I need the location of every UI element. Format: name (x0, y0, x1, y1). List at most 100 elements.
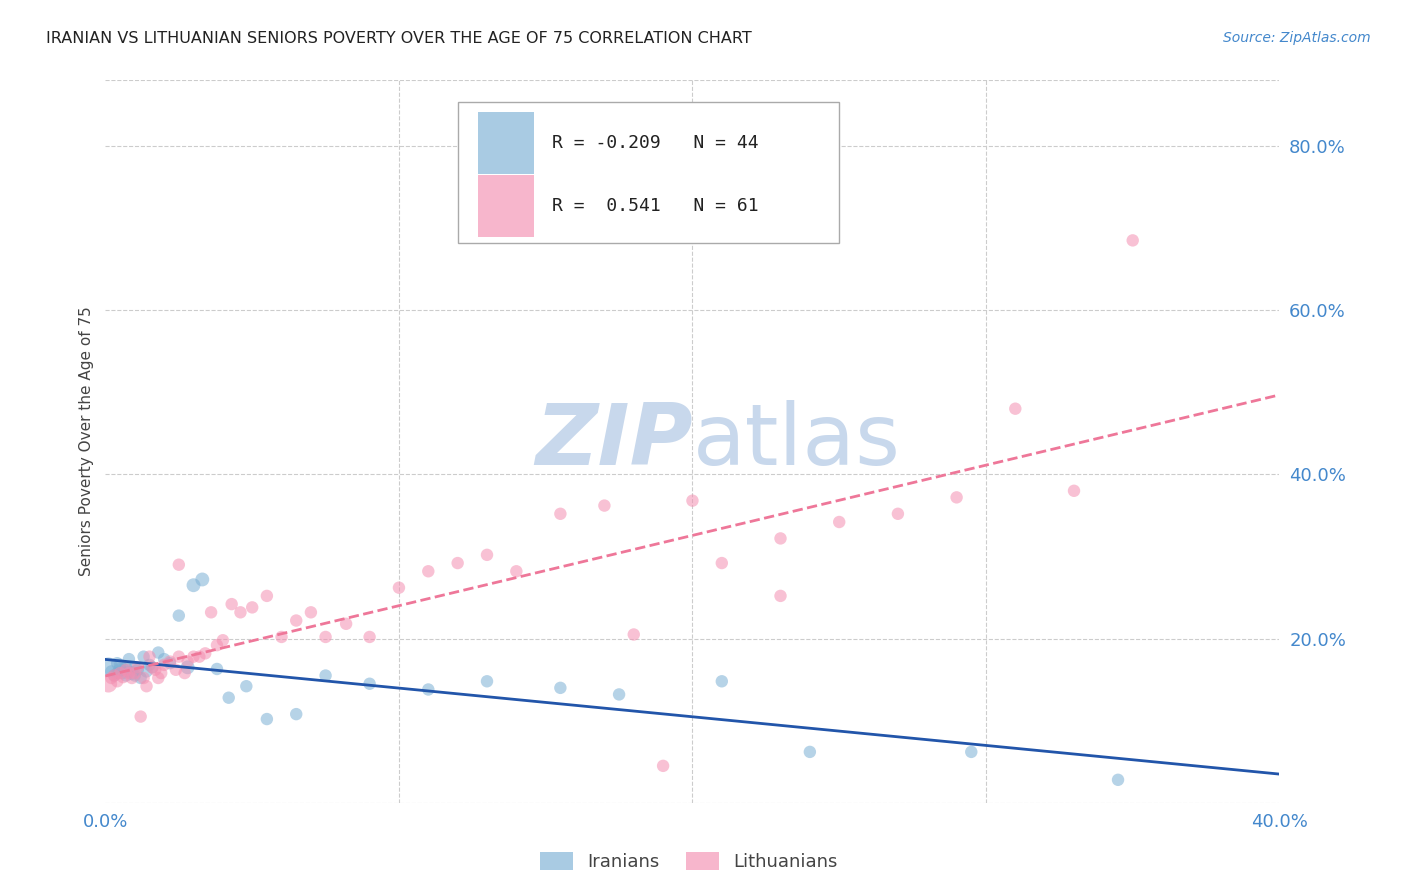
Text: ZIP: ZIP (534, 400, 692, 483)
Point (285, 614, 308, 628)
Point (299, 605, 322, 619)
Point (112, 666, 135, 681)
Point (129, 671, 152, 685)
Point (176, 655, 198, 669)
Point (205, 662, 228, 676)
Bar (478, 175, 534, 236)
Point (285, 707, 308, 722)
Point (945, 491, 967, 505)
Point (652, 759, 675, 773)
Point (221, 597, 243, 611)
Point (118, 666, 141, 681)
Point (112, 662, 135, 676)
Point (270, 630, 292, 644)
Point (159, 655, 181, 669)
Point (127, 663, 149, 677)
Point (153, 652, 176, 666)
Text: Source: ZipAtlas.com: Source: ZipAtlas.com (1223, 31, 1371, 45)
Point (108, 657, 131, 672)
Point (115, 668, 138, 682)
Point (148, 671, 170, 685)
Point (446, 556, 468, 570)
Point (256, 712, 278, 726)
Point (167, 649, 190, 664)
Point (132, 671, 155, 685)
Point (167, 558, 190, 572)
Point (505, 564, 527, 578)
FancyBboxPatch shape (457, 102, 839, 243)
Point (105, 674, 128, 689)
Point (108, 666, 131, 681)
Point (141, 660, 163, 674)
Point (205, 638, 228, 652)
Point (200, 605, 222, 619)
Point (418, 682, 440, 697)
Legend: Iranians, Lithuanians: Iranians, Lithuanians (533, 845, 845, 879)
Point (141, 660, 163, 674)
Point (173, 666, 195, 681)
Point (129, 709, 152, 723)
Point (153, 657, 176, 672)
Point (138, 649, 160, 664)
Point (682, 493, 704, 508)
Point (124, 666, 146, 681)
Point (828, 515, 851, 529)
Point (100, 665, 122, 679)
Point (623, 627, 645, 641)
Point (167, 608, 190, 623)
Point (218, 690, 240, 705)
Point (1107, 772, 1129, 787)
Point (769, 532, 792, 546)
Point (240, 600, 263, 615)
Point (607, 687, 630, 701)
Point (183, 578, 205, 592)
Point (115, 663, 138, 677)
Point (135, 679, 157, 693)
Point (132, 649, 155, 664)
Point (388, 581, 411, 595)
Point (256, 589, 278, 603)
Bar (478, 112, 534, 174)
Point (135, 665, 157, 679)
Point (105, 657, 128, 671)
Point (229, 605, 252, 619)
Point (108, 663, 131, 677)
Text: atlas: atlas (692, 400, 900, 483)
Point (118, 652, 141, 666)
Point (103, 668, 125, 682)
Point (183, 649, 205, 664)
Point (315, 668, 337, 682)
Point (124, 668, 146, 682)
Point (359, 630, 381, 644)
Point (127, 660, 149, 674)
Point (176, 660, 198, 674)
Point (124, 660, 146, 674)
Point (150, 666, 173, 681)
Point (550, 507, 572, 521)
Point (121, 671, 143, 685)
Text: IRANIAN VS LITHUANIAN SENIORS POVERTY OVER THE AGE OF 75 CORRELATION CHART: IRANIAN VS LITHUANIAN SENIORS POVERTY OV… (46, 31, 752, 46)
Point (112, 670, 135, 684)
Point (191, 573, 214, 587)
Point (593, 499, 616, 513)
Point (97, 660, 120, 674)
Point (710, 556, 733, 570)
Point (100, 671, 122, 685)
Point (235, 679, 257, 693)
Point (1122, 233, 1144, 247)
Point (710, 674, 733, 689)
Point (769, 589, 792, 603)
Text: R = -0.209   N = 44: R = -0.209 N = 44 (551, 134, 758, 152)
Point (475, 674, 498, 689)
Point (315, 630, 337, 644)
Point (148, 646, 170, 660)
Point (105, 666, 128, 681)
Point (115, 660, 138, 674)
Point (188, 649, 211, 664)
Point (335, 616, 357, 631)
Point (359, 677, 381, 691)
Point (887, 507, 910, 521)
Point (138, 657, 160, 672)
Point (121, 666, 143, 681)
Point (799, 745, 821, 759)
